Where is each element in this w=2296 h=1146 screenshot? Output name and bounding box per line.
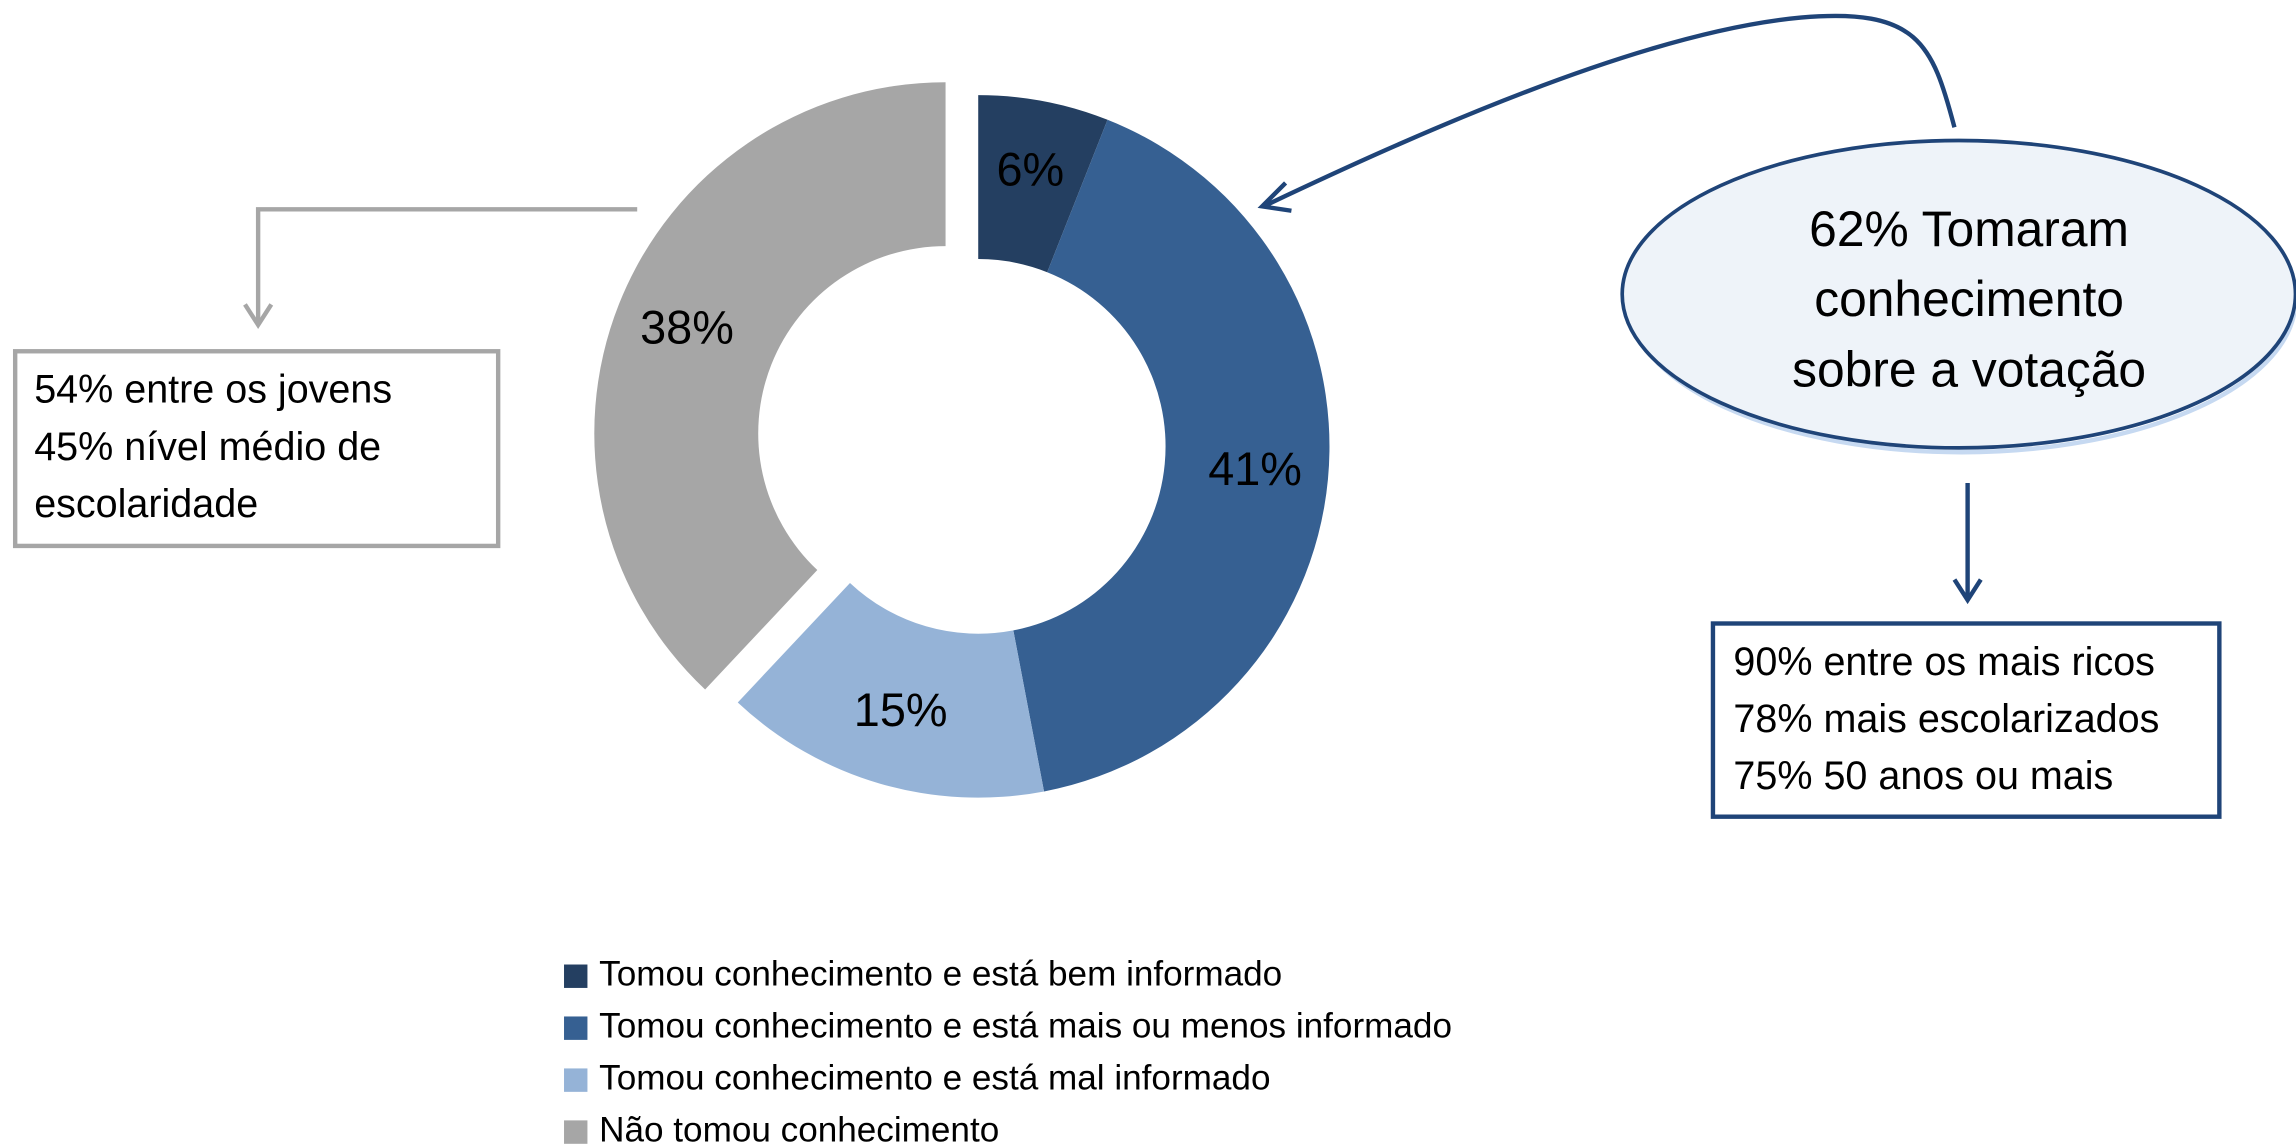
legend-label: Tomou conhecimento e está mal informado [599,1058,1270,1097]
connector [255,207,638,322]
pie: 6% 41% 15% 38% [594,82,1330,798]
right-box-line: 90% entre os mais ricos [1733,640,2155,684]
legend-swatch [564,1068,588,1092]
left-box-line: 45% nível médio de [34,425,381,469]
right-box [1710,621,2222,819]
right-box-line: 78% mais escolarizados [1733,697,2159,741]
ellipse-line: 62% Tomaram [1809,201,2129,257]
value-label: 15% [854,684,948,736]
arrow-head [243,303,274,329]
arrow-head [1952,578,1983,605]
value-label: 6% [996,144,1064,196]
legend-label: Tomou conhecimento e está mais ou menos … [599,1006,1452,1045]
legend-swatch [564,1120,588,1144]
ellipse-line: conhecimento [1814,271,2124,327]
right-box-line: 75% 50 anos ou mais [1733,754,2113,798]
legend-label: Não tomou conhecimento [599,1110,999,1146]
ellipse-line: sobre a votação [1792,341,2146,397]
connector [1265,13,1957,207]
legend-label: Tomou conhecimento e está bem informado [599,955,1282,994]
slice [594,82,946,690]
legend: Tomou conhecimento e está bem informado T… [564,955,1452,1146]
left-box-line: escolaridade [34,482,258,526]
value-label: 38% [640,301,734,353]
legend-swatch [564,1016,588,1040]
legend-swatch [564,964,588,988]
slice [978,95,1108,273]
ellipse [1620,138,2296,450]
arrow-head [1257,181,1292,213]
slice [737,582,1045,798]
left-box [12,349,501,549]
value-label: 41% [1208,443,1302,495]
left-box-line: 54% entre os jovens [34,368,392,412]
slice [1013,119,1330,792]
